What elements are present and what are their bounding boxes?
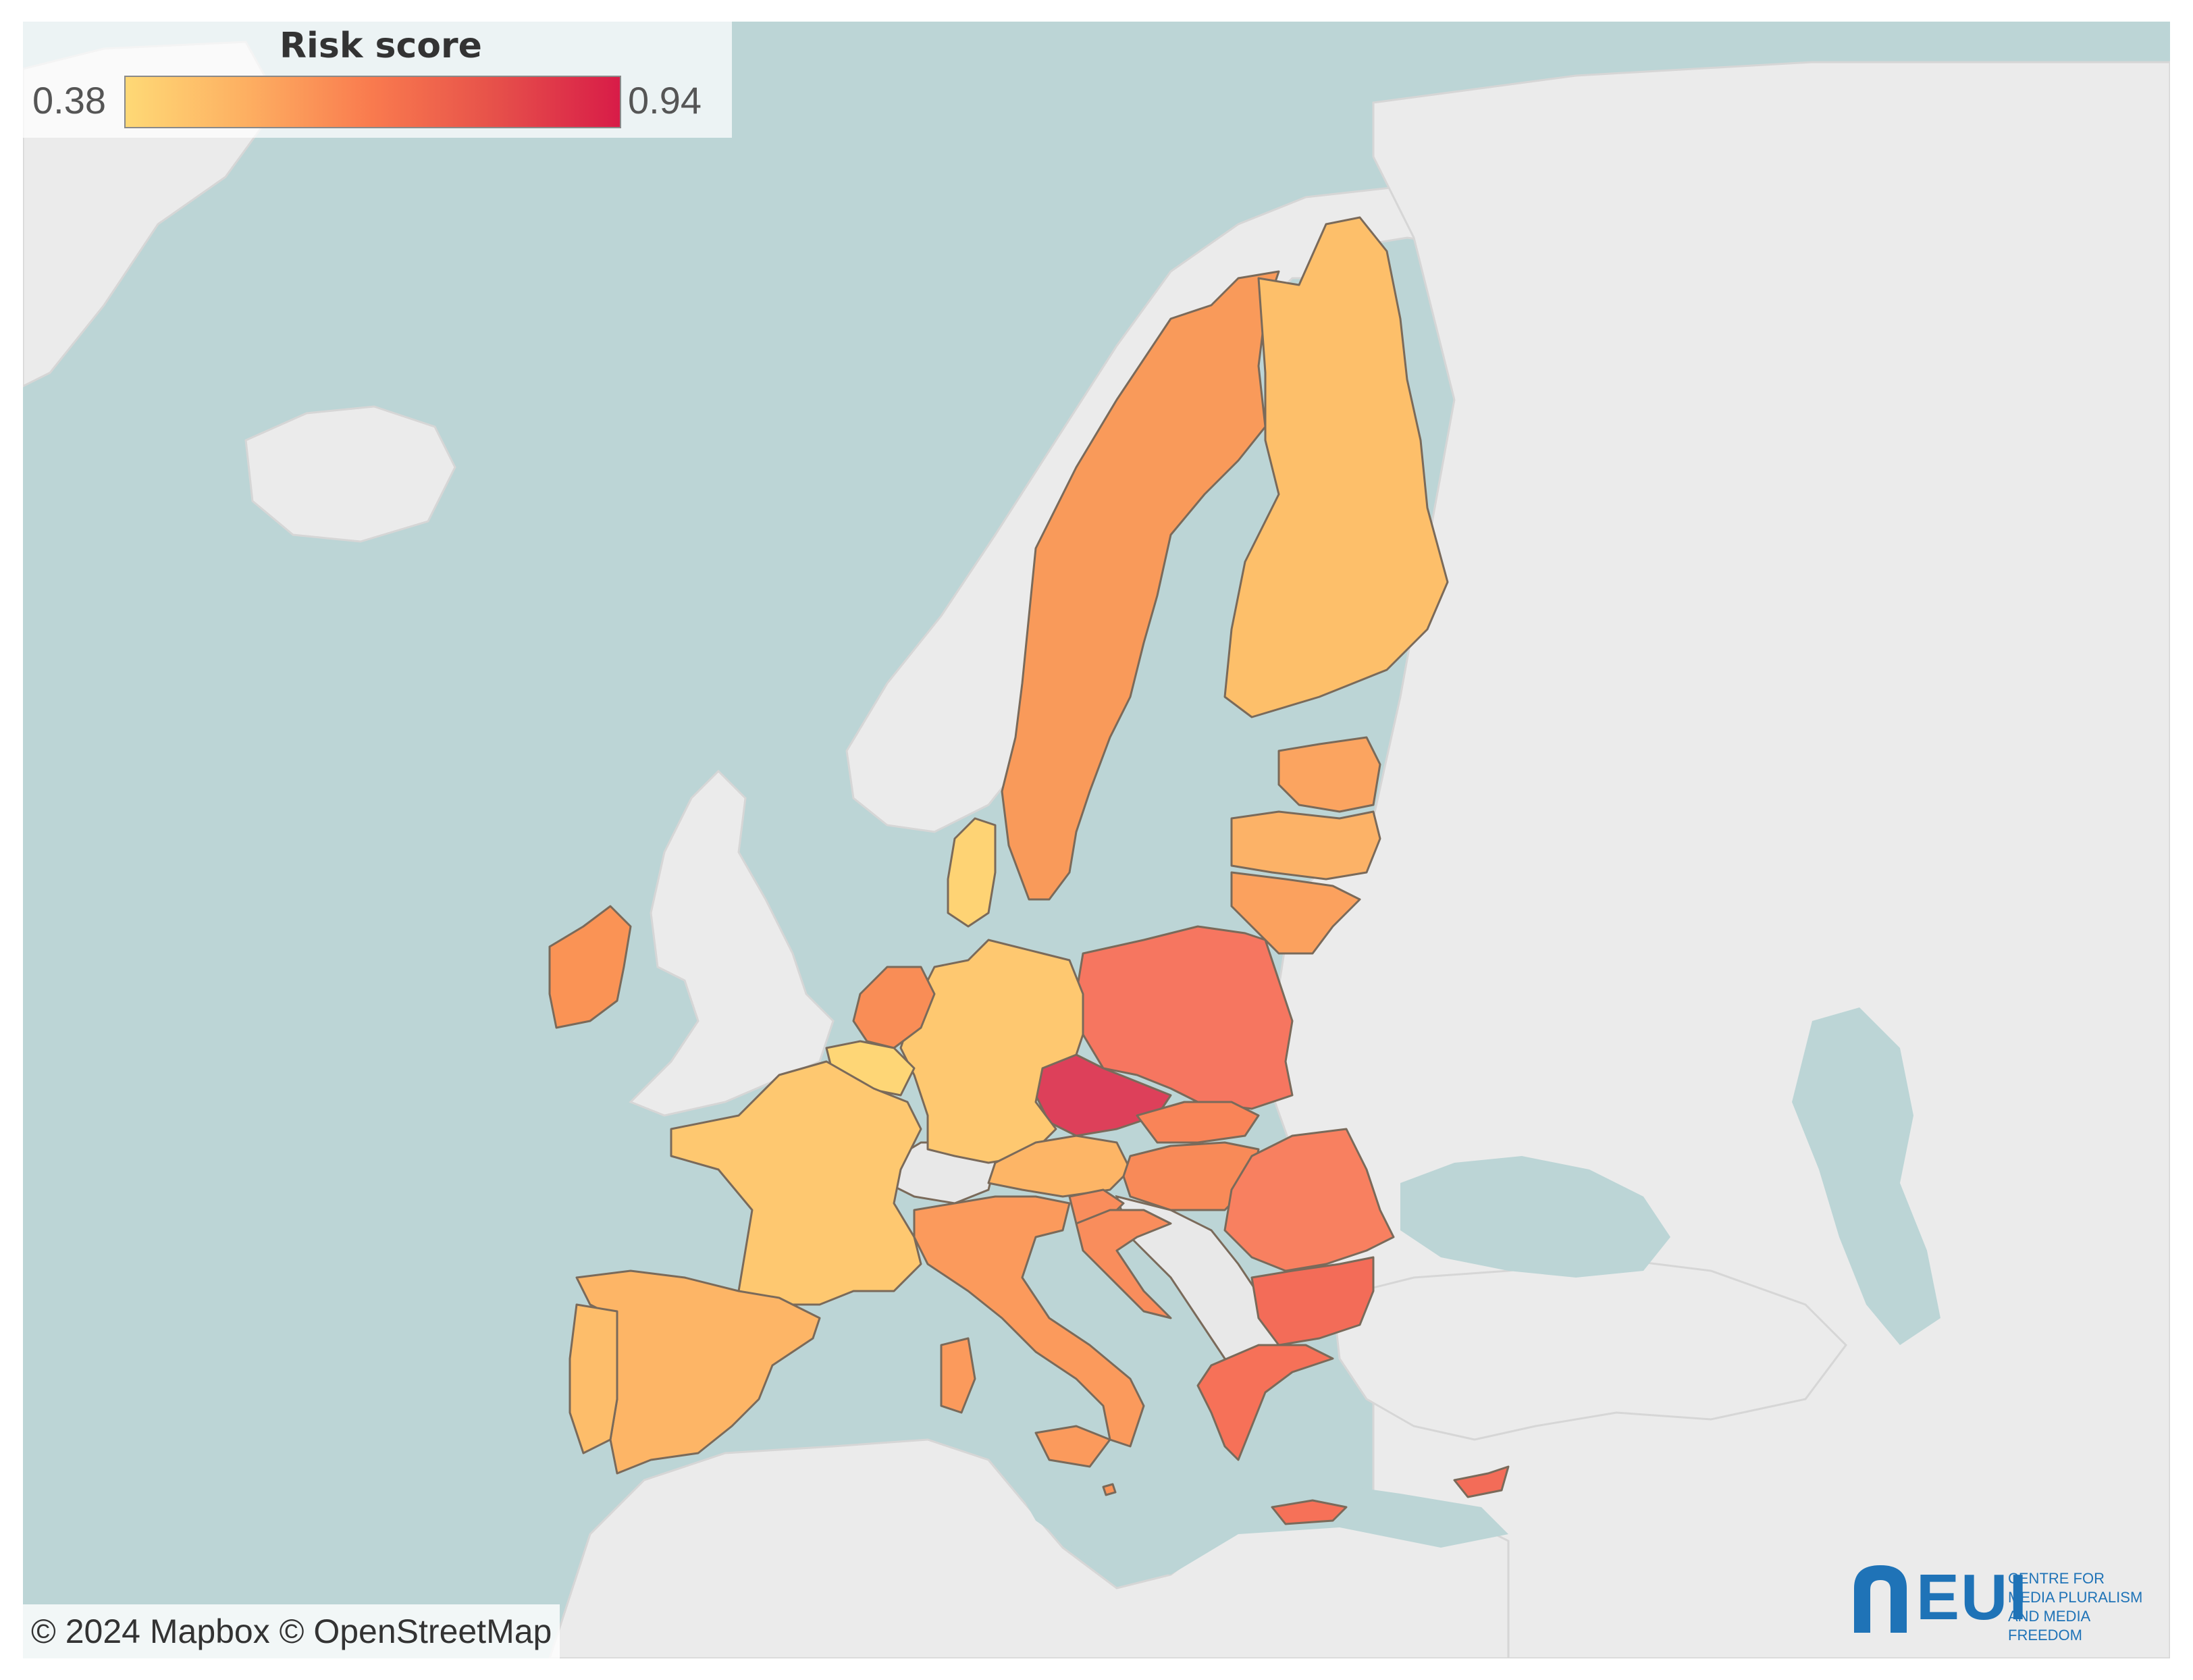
country-austria[interactable]: [987, 1134, 1132, 1198]
country-slovakia[interactable]: [1136, 1101, 1260, 1144]
country-finland[interactable]: [1223, 216, 1449, 718]
country-italy-sicily[interactable]: [1034, 1425, 1111, 1468]
country-italy[interactable]: [913, 1195, 1145, 1448]
country-portugal[interactable]: [569, 1303, 618, 1454]
caspian-sea: [1792, 1007, 1940, 1345]
country-greece[interactable]: [1196, 1344, 1334, 1461]
black-sea: [1400, 1156, 1670, 1278]
country-italy-sardinia[interactable]: [940, 1337, 976, 1414]
legend-gradient-bar: [124, 76, 621, 128]
country-latvia[interactable]: [1230, 810, 1381, 881]
map-attribution[interactable]: © 2024 Mapbox © OpenStreetMap: [23, 1604, 560, 1658]
eui-logo-subtitle: CENTRE FOR MEDIA PLURALISM AND MEDIA FRE…: [2008, 1570, 2143, 1644]
country-croatia[interactable]: [1075, 1209, 1172, 1319]
country-lithuania[interactable]: [1230, 871, 1361, 955]
country-poland[interactable]: [1075, 925, 1294, 1110]
country-romania[interactable]: [1223, 1128, 1395, 1272]
eui-logo-icon: [1854, 1565, 1907, 1633]
eui-logo: EUI CENTRE FOR MEDIA PLURALISM AND MEDIA…: [1851, 1558, 2142, 1644]
legend-title: Risk score: [280, 26, 482, 66]
country-germany[interactable]: [899, 939, 1084, 1164]
country-ireland[interactable]: [548, 905, 632, 1029]
country-estonia[interactable]: [1277, 736, 1381, 813]
eui-logo-text: EUI: [1916, 1561, 2029, 1633]
legend-min-label: 0.38: [32, 79, 106, 122]
country-malta[interactable]: [1102, 1483, 1117, 1496]
map[interactable]: Risk score 0.38 0.94 © 2024 Mapbox © Ope…: [23, 22, 2170, 1658]
iceland-land: [244, 405, 456, 543]
legend-max-label: 0.94: [628, 79, 702, 122]
country-greece-crete[interactable]: [1271, 1499, 1348, 1525]
country-france[interactable]: [670, 1060, 922, 1306]
mediterranean-sea: [982, 1426, 1508, 1575]
country-sweden[interactable]: [1001, 270, 1280, 901]
country-cyprus[interactable]: [1453, 1465, 1510, 1498]
country-netherlands[interactable]: [852, 966, 936, 1049]
country-denmark[interactable]: [947, 817, 997, 928]
color-legend: Risk score 0.38 0.94: [23, 22, 732, 138]
map-canvas[interactable]: [23, 22, 2170, 1658]
britain-land: [629, 769, 835, 1117]
country-bulgaria[interactable]: [1250, 1256, 1375, 1346]
